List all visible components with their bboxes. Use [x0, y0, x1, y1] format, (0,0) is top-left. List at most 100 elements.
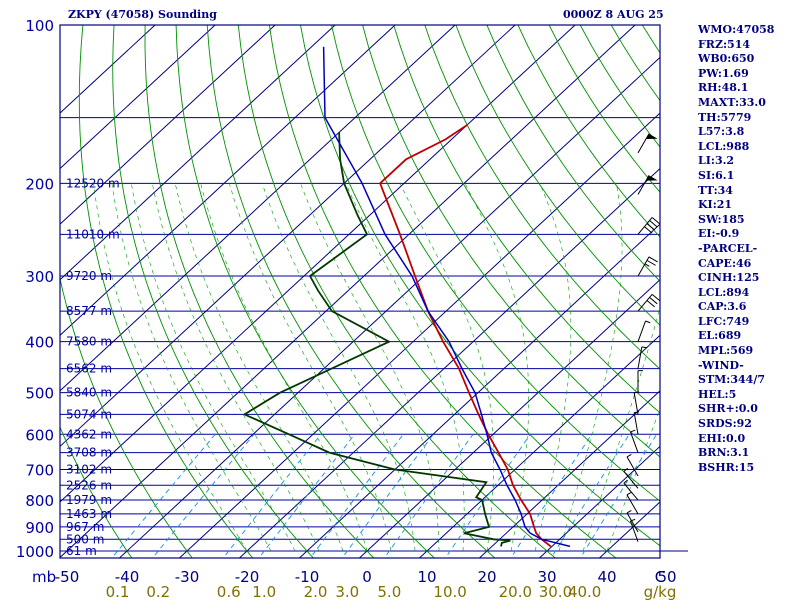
temperature-tick-label: 40: [597, 568, 616, 586]
mixing-ratio-line: [383, 434, 474, 558]
moist-adiabat-line: [464, 183, 529, 552]
height-label: 12520 m: [66, 176, 120, 190]
temperature-tick-label: -20: [235, 568, 260, 586]
isotherm-line: [178, 112, 660, 558]
index-1: FRZ:514: [698, 37, 751, 51]
height-label: 967 m: [66, 520, 104, 534]
height-label: 500 m: [66, 532, 104, 546]
isotherm-line: [60, 25, 276, 225]
temperature-tick-label: 0: [362, 568, 372, 586]
index-10: SI:6.1: [698, 168, 735, 182]
plot-frame: [59, 24, 661, 559]
mixing-ratio-tick-label: 3.0: [335, 583, 359, 600]
wind-barb: [626, 453, 639, 477]
temperature-tick-label: 10: [417, 568, 436, 586]
dewpoint-trace: [242, 132, 511, 547]
moist-adiabat-line: [93, 183, 248, 552]
isotherm-line: [60, 25, 516, 448]
height-label: 61 m: [66, 544, 97, 558]
stability-indices-panel: WMO:47058 FRZ:514 WB0:650 PW:1.69 RH:48.1 MAX…: [698, 23, 774, 475]
wind-barb: [637, 320, 651, 342]
isotherm-line: [538, 445, 660, 558]
x-axis-unit-label: C: [655, 568, 665, 586]
moist-adiabat-line: [174, 183, 344, 552]
height-label: 7580 m: [66, 335, 112, 349]
mixing-ratio-tick-label: 30.0: [539, 583, 572, 600]
moist-adiabat-line: [582, 306, 660, 552]
wind-barb: [637, 346, 647, 369]
moist-adiabat-line: [152, 183, 320, 552]
moist-adiabat-line: [200, 183, 368, 552]
isotherm-line: [60, 25, 576, 503]
moist-adiabat-line: [399, 183, 494, 552]
pressure-tick-label: 800: [25, 492, 54, 510]
index-25: HEL:5: [698, 387, 737, 401]
index-27: SRDS:92: [698, 417, 752, 431]
isotherm-line: [238, 167, 660, 558]
index-17: CINH:125: [698, 271, 760, 285]
index-18: LCL:894: [698, 285, 750, 299]
temperature-tick-label: -10: [295, 568, 320, 586]
mixing-ratio-tick-label: 0.1: [106, 583, 130, 600]
height-label: 2526 m: [66, 478, 112, 492]
index-9: LI:3.2: [698, 154, 735, 168]
wind-barb: [626, 491, 639, 515]
temperature-trace: [379, 124, 552, 548]
temperature-tick-label: -40: [115, 568, 140, 586]
wind-barb: [637, 133, 658, 154]
index-30: BSHR:15: [698, 460, 755, 474]
height-label: 1463 m: [66, 507, 112, 521]
mixing-ratio-unit-label: g/kg: [644, 583, 677, 600]
mixing-ratio-tick-label: 0.2: [146, 583, 170, 600]
moist-adiabat-line: [534, 183, 572, 552]
wind-barb: [637, 370, 643, 393]
pressure-tick-label: 900: [25, 519, 54, 537]
index-7: L57:3.8: [698, 125, 745, 139]
moist-adiabat-line: [558, 183, 623, 552]
wind-barb: [637, 175, 658, 195]
wind-barb: [637, 256, 658, 277]
isotherm-line: [60, 25, 336, 281]
index-11: TT:34: [698, 183, 733, 197]
mixing-ratio-line: [152, 434, 255, 558]
index-21: EL:689: [698, 329, 742, 343]
mixing-ratio-tick-label: 0.6: [217, 583, 241, 600]
index-26: SHR+:0.0: [698, 402, 758, 416]
height-label: 8577 m: [66, 304, 112, 318]
dry-adiabat-line: [362, 25, 660, 458]
pressure-tick-label: 700: [25, 462, 54, 480]
height-label: 9720 m: [66, 269, 112, 283]
index-4: RH:48.1: [698, 81, 749, 95]
isotherm-line: [60, 25, 216, 170]
index-24: STM:344/7: [698, 373, 765, 387]
wind-barb: [623, 479, 639, 501]
dry-adiabat-line: [393, 25, 660, 414]
mixing-ratio-line: [222, 434, 322, 558]
height-label: 3102 m: [66, 463, 112, 477]
index-22: MPL:569: [698, 344, 754, 358]
wind-barb: [630, 429, 639, 453]
height-label: 4362 m: [66, 427, 112, 441]
pressure-tick-label: 200: [25, 175, 54, 193]
index-5: MAXT:33.0: [698, 95, 766, 109]
moist-adiabat-line: [111, 183, 272, 552]
index-8: LCL:988: [698, 139, 750, 153]
pressure-tick-label: 100: [25, 17, 54, 35]
mixing-ratio-line: [309, 434, 404, 558]
moist-adiabat-line: [261, 183, 416, 552]
wind-barb: [633, 411, 640, 435]
height-label: 5074 m: [66, 407, 112, 421]
dry-adiabat-line: [300, 25, 660, 547]
isotherm-line: [60, 25, 456, 392]
mixing-ratio-tick-label: 5.0: [377, 583, 401, 600]
y-axis-unit-label: mb: [32, 568, 56, 586]
mixing-ratio-line: [510, 434, 593, 558]
parcel-trace: [322, 46, 571, 548]
mixing-ratio-tick-label: 1.0: [252, 583, 276, 600]
mixing-ratio-tick-label: 10.0: [433, 583, 466, 600]
sounding-datetime: 0000Z 8 AUG 25: [563, 8, 664, 21]
plot-area: [60, 25, 660, 558]
index-15: -PARCEL-: [698, 241, 758, 255]
dry-adiabat-line: [424, 25, 660, 370]
